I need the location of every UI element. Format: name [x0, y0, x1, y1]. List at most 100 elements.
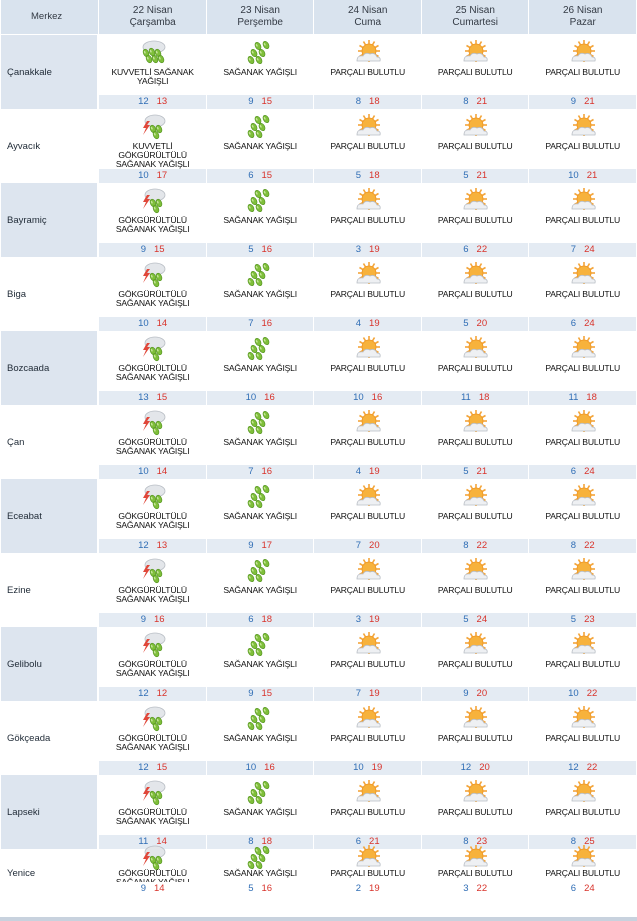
min-temperature: 11	[568, 392, 579, 403]
forecast-cell: PARÇALI BULUTLU 5 23	[529, 553, 636, 627]
temperature-range: 10 16	[206, 391, 314, 405]
forecast-cell: PARÇALI BULUTLU 7 19	[314, 627, 421, 701]
city-name[interactable]: Gelibolu	[1, 627, 99, 701]
temperature-range: 9 14	[99, 882, 206, 896]
partly-cloudy-icon	[460, 482, 490, 512]
city-name[interactable]: Çanakkale	[1, 35, 99, 109]
max-temperature: 24	[476, 614, 488, 625]
partly-cloudy-icon	[353, 843, 383, 873]
max-temperature: 21	[586, 170, 598, 181]
weather-description: PARÇALI BULUTLU	[437, 141, 513, 151]
min-temperature: 12	[460, 762, 472, 773]
weather-description: SAĞANAK YAĞIŞLI	[223, 215, 297, 225]
weather-description: GÖKGÜRÜLTÜLÜ SAĞANAK YAĞIŞLI	[115, 659, 190, 678]
city-name[interactable]: Eceabat	[1, 479, 99, 553]
weather-description: PARÇALI BULUTLU	[330, 363, 406, 373]
forecast-cell: PARÇALI BULUTLU 10 21	[529, 109, 636, 183]
forecast-cell: PARÇALI BULUTLU 3 22	[421, 845, 529, 897]
max-temperature: 16	[154, 614, 165, 625]
forecast-cell: PARÇALI BULUTLU 9 21	[529, 35, 636, 109]
forecast-cell: PARÇALI BULUTLU 7 24	[529, 183, 636, 257]
city-name[interactable]: Bozcaada	[1, 331, 99, 405]
forecast-cell: GÖKGÜRÜLTÜLÜ SAĞANAK YAĞIŞLI 10 14	[99, 257, 206, 331]
weather-description: PARÇALI BULUTLU	[330, 585, 406, 595]
weather-description: PARÇALI BULUTLU	[545, 585, 621, 595]
shower-icon	[245, 843, 275, 873]
shower-icon	[245, 334, 275, 364]
max-temperature: 19	[369, 244, 380, 255]
max-temperature: 15	[156, 762, 168, 773]
weather-description: SAĞANAK YAĞIŞLI	[223, 67, 297, 77]
temperature-range: 8 25	[529, 835, 636, 849]
temperature-range: 6 15	[206, 169, 314, 183]
min-temperature: 10	[138, 466, 149, 477]
partly-cloudy-icon	[460, 260, 490, 290]
partly-cloudy-icon	[460, 778, 490, 808]
day-weekday: Cumartesi	[452, 17, 498, 28]
weather-description: PARÇALI BULUTLU	[437, 807, 513, 817]
forecast-cell: SAĞANAK YAĞIŞLI 10 16	[206, 701, 314, 775]
max-temperature: 22	[476, 540, 488, 551]
forecast-cell: SAĞANAK YAĞIŞLI 6 18	[206, 553, 314, 627]
max-temperature: 20	[369, 540, 380, 551]
city-name[interactable]: Çan	[1, 405, 99, 479]
min-temperature: 5	[248, 883, 254, 894]
min-temperature: 10	[138, 318, 149, 329]
city-name[interactable]: Bayramiç	[1, 183, 99, 257]
city-name[interactable]: Lapseki	[1, 775, 99, 849]
min-temperature: 8	[248, 836, 254, 847]
city-row: Gelibolu GÖKGÜRÜLTÜLÜ SAĞANAK YAĞIŞLI 12 12…	[1, 627, 636, 701]
weather-description: PARÇALI BULUTLU	[545, 67, 621, 77]
weather-description: PARÇALI BULUTLU	[330, 289, 406, 299]
max-temperature: 16	[371, 392, 383, 403]
city-name[interactable]: Ayvacık	[1, 109, 99, 183]
forecast-cell: SAĞANAK YAĞIŞLI 5 16	[206, 183, 314, 257]
weather-description: PARÇALI BULUTLU	[437, 733, 513, 743]
weather-description: PARÇALI BULUTLU	[330, 659, 406, 669]
temperature-range: 6 21	[314, 835, 421, 849]
max-temperature: 16	[264, 762, 275, 773]
max-temperature: 14	[156, 836, 167, 847]
weather-description: GÖKGÜRÜLTÜLÜ SAĞANAK YAĞIŞLI	[115, 363, 190, 382]
forecast-cell: PARÇALI BULUTLU 12 20	[421, 701, 529, 775]
weather-description: SAĞANAK YAĞIŞLI	[223, 289, 297, 299]
partly-cloudy-icon	[353, 630, 383, 660]
city-name[interactable]: Gökçeada	[1, 701, 99, 775]
weather-description: PARÇALI BULUTLU	[437, 363, 513, 373]
city-row: Çan GÖKGÜRÜLTÜLÜ SAĞANAK YAĞIŞLI 10 14 SAĞAN…	[1, 405, 636, 479]
min-temperature: 9	[140, 614, 146, 625]
partly-cloudy-icon	[460, 334, 490, 364]
weather-description: GÖKGÜRÜLTÜLÜ SAĞANAK YAĞIŞLI	[115, 585, 190, 604]
city-name[interactable]: Yenice	[1, 849, 99, 897]
day-date: 26 Nisan	[562, 5, 603, 16]
day-date: 25 Nisan	[455, 5, 495, 16]
weather-description: PARÇALI BULUTLU	[330, 868, 406, 878]
weather-description: SAĞANAK YAĞIŞLI	[223, 511, 297, 521]
min-temperature: 10	[353, 392, 364, 403]
forecast-cell: GÖKGÜRÜLTÜLÜ SAĞANAK YAĞIŞLI 9 16	[99, 553, 206, 627]
weather-description: PARÇALI BULUTLU	[437, 511, 513, 521]
forecast-cell: GÖKGÜRÜLTÜLÜ SAĞANAK YAĞIŞLI 13 15	[99, 331, 206, 405]
partly-cloudy-icon	[568, 260, 598, 290]
city-name[interactable]: Biga	[1, 257, 99, 331]
max-temperature: 20	[476, 688, 488, 699]
min-temperature: 7	[355, 540, 362, 551]
min-temperature: 8	[570, 836, 577, 847]
temperature-range: 7 16	[206, 317, 314, 331]
max-temperature: 19	[369, 688, 380, 699]
weather-description: SAĞANAK YAĞIŞLI	[223, 585, 297, 595]
city-name[interactable]: Ezine	[1, 553, 99, 627]
weather-description: PARÇALI BULUTLU	[545, 733, 621, 743]
forecast-cell: PARÇALI BULUTLU 3 19	[314, 553, 421, 627]
max-temperature: 22	[584, 540, 595, 551]
max-temperature: 19	[369, 614, 380, 625]
temperature-range: 9 20	[421, 687, 529, 701]
weather-description: PARÇALI BULUTLU	[437, 585, 513, 595]
shower-icon	[245, 482, 275, 512]
min-temperature: 11	[460, 392, 471, 403]
forecast-cell: GÖKGÜRÜLTÜLÜ SAĞANAK YAĞIŞLI914	[99, 845, 206, 897]
temperature-range: 11 18	[421, 391, 529, 405]
temperature-range: 8 21	[421, 95, 529, 109]
partly-cloudy-icon	[460, 556, 490, 586]
temperature-range: 6 24	[529, 465, 636, 479]
